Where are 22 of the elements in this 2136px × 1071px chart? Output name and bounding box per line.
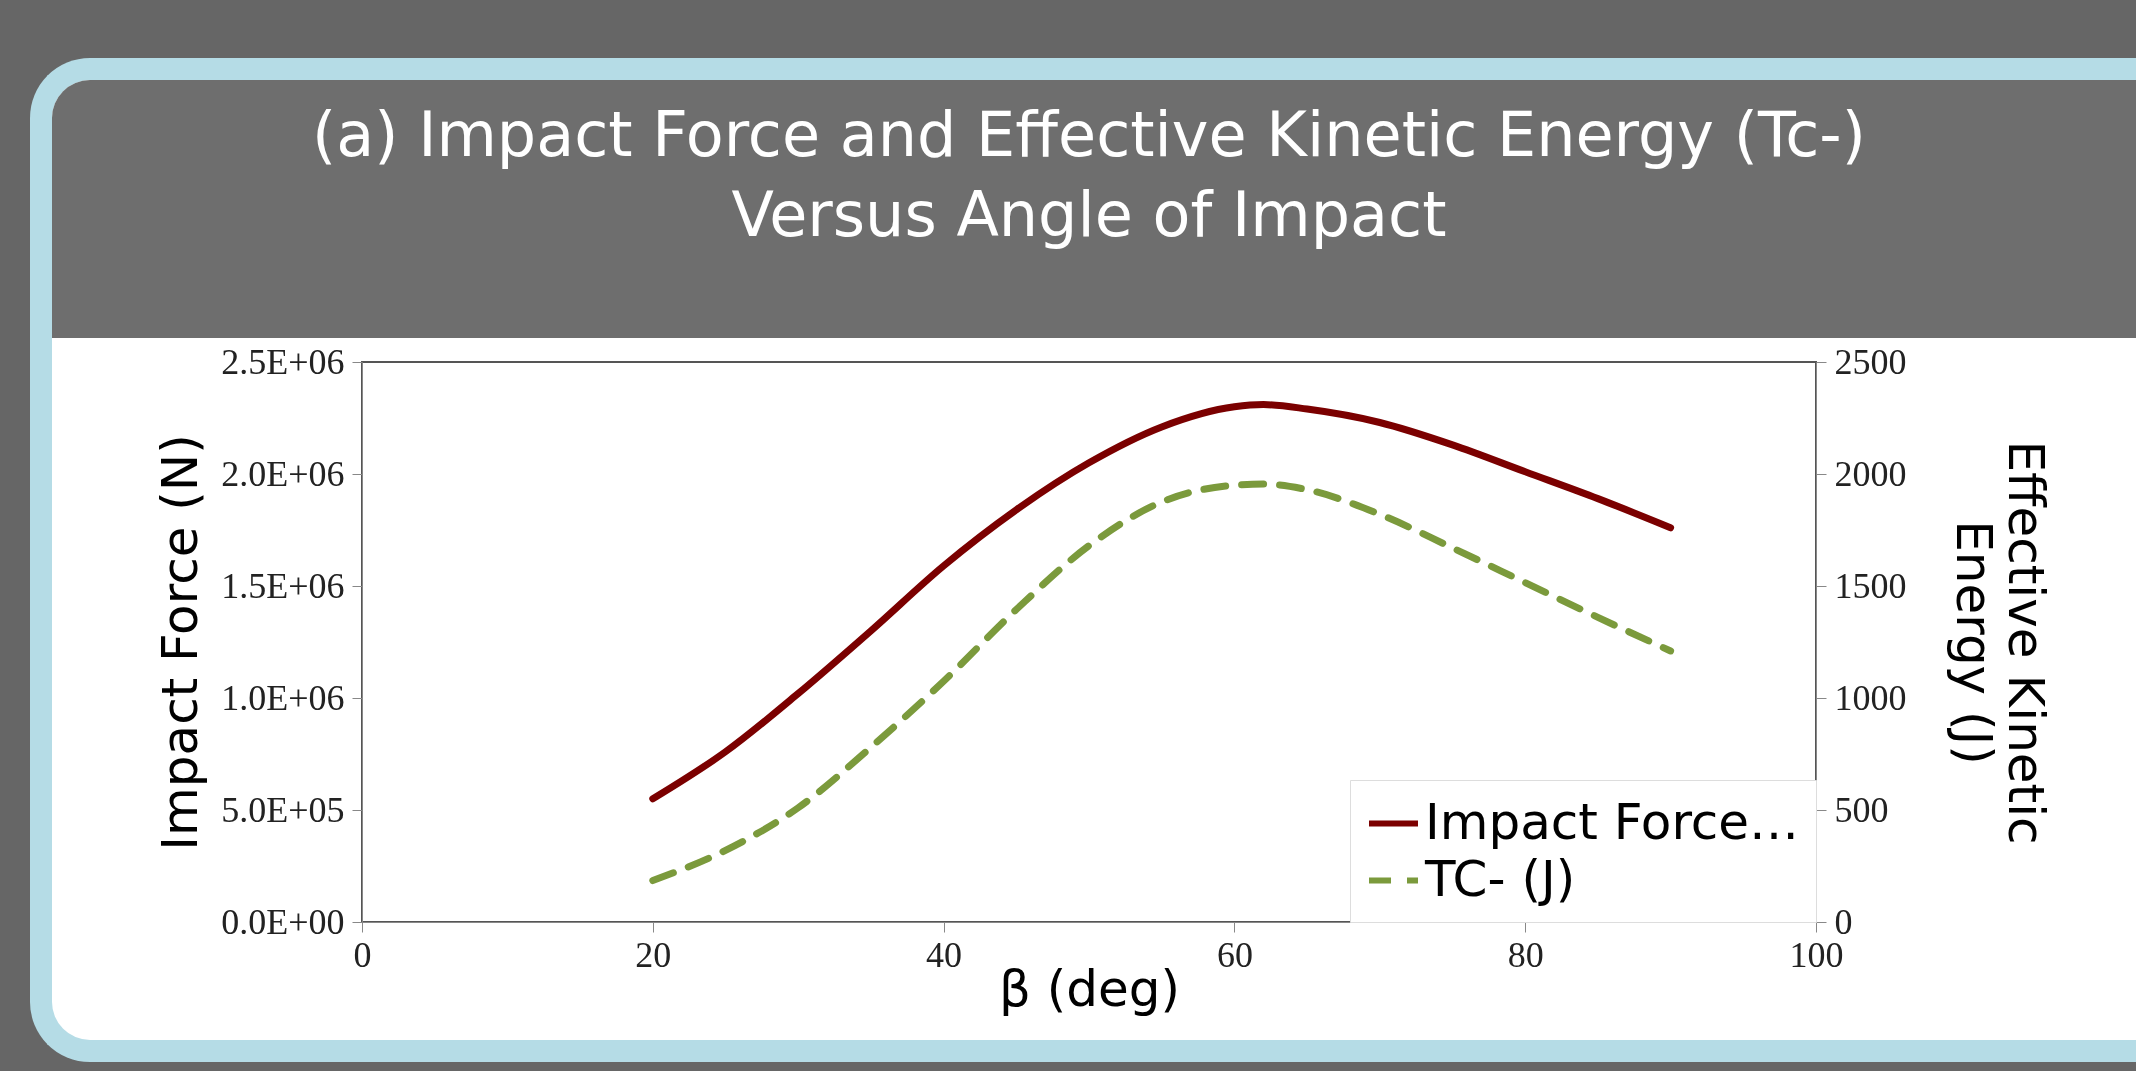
y2-tick-label: 2500 [1834, 341, 1907, 382]
y-tick-label: 1.5E+06 [221, 565, 345, 606]
x-tick-label: 0 [353, 934, 372, 975]
y2-axis-title: Effective Kinetic Energy (J) [1944, 440, 2055, 845]
x-tick-label: 40 [926, 934, 963, 975]
y2-tick-label: 1500 [1834, 565, 1907, 606]
y-tick-label: 5.0E+05 [221, 789, 345, 830]
x-axis-title: β (deg) [998, 959, 1181, 1018]
y-tick-label: 0.0E+00 [221, 901, 345, 942]
y2-tick-label: 500 [1834, 789, 1889, 830]
y-tick-label: 2.0E+06 [221, 453, 345, 494]
y2-tick-label: 2000 [1834, 453, 1907, 494]
x-tick-label: 60 [1216, 934, 1253, 975]
chart-title: (a) Impact Force and Effective Kinetic Energy (Tc-) Versus Angle of Impact [312, 98, 1866, 251]
y2-tick-label: 1000 [1834, 677, 1907, 718]
y-axis-title: Impact Force (N) [151, 434, 210, 851]
y-tick-label: 2.5E+06 [221, 341, 345, 382]
x-tick-label: 80 [1507, 934, 1544, 975]
legend-label: TC- (J) [1424, 849, 1576, 908]
legend-label: Impact Force… [1425, 792, 1800, 851]
x-tick-label: 20 [635, 934, 672, 975]
y-tick-label: 1.0E+06 [221, 677, 345, 718]
